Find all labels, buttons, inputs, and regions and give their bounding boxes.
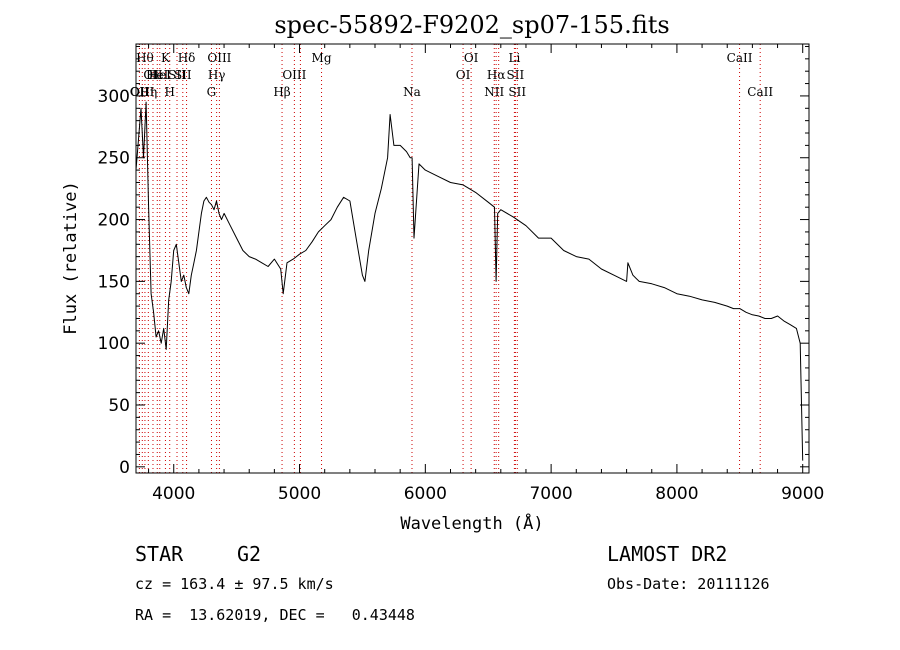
y-tick-label: 50 (108, 396, 130, 416)
survey-name: LAMOST DR2 (607, 542, 728, 566)
line-mark-label: SII (168, 68, 186, 82)
y-tick-label: 0 (119, 458, 130, 478)
spectrum-series (135, 101, 804, 461)
line-mark-label: Hα (487, 68, 506, 82)
line-mark-label: Hθ (136, 51, 154, 65)
coordinates: RA = 13.62019, DEC = 0.43448 (135, 606, 415, 624)
x-tick-label: 6000 (404, 484, 447, 504)
x-tick-label: 9000 (781, 484, 824, 504)
axes: 4000 5000 6000 7000 8000 9000 0 50 100 150 200 250 3… (98, 44, 824, 504)
line-mark-label: K (161, 51, 171, 65)
line-mark-label: H (164, 85, 174, 99)
object-class: STAR (135, 542, 184, 566)
spectrum-line (135, 101, 804, 461)
line-mark-label: Hβ (273, 85, 290, 99)
line-mark-label: SII (508, 85, 526, 99)
y-tick-label: 150 (98, 272, 130, 292)
line-mark-label: Hδ (178, 51, 196, 65)
line-mark-label: OII (143, 68, 163, 82)
line-mark-label: HeI (149, 68, 172, 82)
x-tick-label: 7000 (529, 484, 572, 504)
line-mark-label: Na (403, 85, 421, 99)
line-mark-label: Hη (139, 85, 157, 99)
x-axis-label: Wavelength (Å) (400, 512, 543, 534)
y-axis-label: Flux (relative) (61, 181, 81, 335)
x-tick-label: 8000 (655, 484, 698, 504)
spectrum-chart: spec-55892-F9202_sp07-155.fits OII OIII Hθ… (61, 11, 824, 534)
x-tick-label: 5000 (278, 484, 321, 504)
line-mark-label: OI (464, 51, 479, 65)
line-mark-label: OIII (207, 51, 231, 65)
subclass: G2 (237, 542, 262, 566)
line-mark-label: Li (508, 51, 520, 65)
line-mark-label: SII (507, 68, 525, 82)
line-mark-label: CaII (747, 85, 773, 99)
line-mark-label: Hγ (208, 68, 226, 82)
line-mark-label: CaII (727, 51, 753, 65)
line-mark-label: OI (456, 68, 471, 82)
chart-title: spec-55892-F9202_sp07-155.fits (274, 11, 669, 39)
line-mark-label: OIII (282, 68, 306, 82)
line-mark-label: NII (484, 85, 504, 99)
y-tick-label: 200 (98, 211, 130, 231)
line-mark-label: Mg (312, 51, 332, 65)
line-mark-label: SII (174, 68, 192, 82)
line-mark-label: G (207, 85, 217, 99)
y-tick-label: 100 (98, 334, 130, 354)
x-tick-label: 4000 (152, 484, 195, 504)
line-mark-label: HeI (146, 68, 169, 82)
observation-date: Obs-Date: 20111126 (607, 575, 770, 593)
y-tick-label: 250 (98, 149, 130, 169)
spectral-line-marks: OIIOIIIHθHηOIIHeIHeIKHSIISIIHδGHγOIIIHβO… (130, 44, 773, 473)
y-tick-label: 300 (98, 87, 130, 107)
plot-frame (135, 43, 810, 474)
redshift-velocity: cz = 163.4 ± 97.5 km/s (135, 575, 334, 593)
